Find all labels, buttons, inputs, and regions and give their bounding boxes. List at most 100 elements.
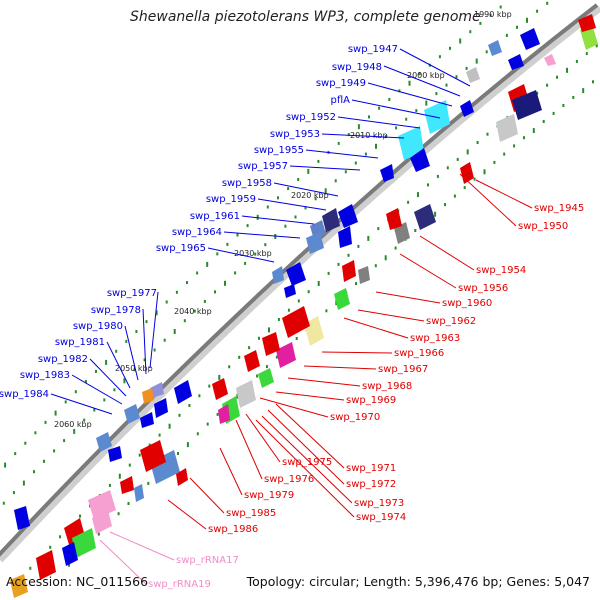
gene-cluster-d[interactable] — [284, 284, 296, 298]
gene-cluster-n[interactable] — [72, 528, 96, 558]
gene-label-left[interactable]: swp_1959 — [206, 194, 256, 205]
gene-swp-1973[interactable] — [212, 378, 228, 400]
gene-label-right[interactable]: swp_1960 — [442, 298, 492, 309]
gene-swp-1978[interactable] — [150, 382, 164, 398]
gene-label-left[interactable]: swp_1949 — [316, 78, 366, 89]
gene-label-left[interactable]: swp_1955 — [254, 145, 304, 156]
gene-label-right[interactable]: swp_1986 — [208, 524, 258, 535]
gene-swp-1962[interactable] — [334, 288, 350, 310]
gene-label-left[interactable]: swp_1984 — [0, 389, 49, 400]
gene-swp-1949[interactable] — [488, 40, 502, 56]
gene-cluster-f[interactable] — [14, 506, 30, 530]
gene-label-right[interactable]: swp_1971 — [346, 463, 396, 474]
gene-swp-1953[interactable] — [398, 126, 424, 160]
gene-swp-1984[interactable] — [96, 432, 112, 452]
gene-cluster-q[interactable] — [10, 574, 28, 598]
gene-label-right[interactable]: swp_1967 — [378, 364, 428, 375]
gene-label-left[interactable]: swp_1964 — [172, 227, 222, 238]
scale-tick — [357, 244, 360, 248]
gene-label-left[interactable]: swp_1980 — [73, 321, 123, 332]
gene-label-right[interactable]: swp_1968 — [362, 381, 412, 392]
gene-swp-1956[interactable] — [394, 222, 410, 244]
gene-label-left[interactable]: swp_1982 — [38, 354, 88, 365]
gene-swp-1976[interactable] — [218, 404, 230, 424]
gene-label-right[interactable]: swp_1966 — [394, 348, 444, 359]
gene-swp-rrna19[interactable] — [92, 510, 112, 534]
gene-swp-1975[interactable] — [140, 440, 166, 472]
gene-swp-1981[interactable] — [154, 398, 168, 418]
gene-label-right[interactable]: swp_1979 — [244, 490, 294, 501]
gene-swp-1947[interactable] — [520, 28, 540, 50]
gene-swp-1957[interactable] — [380, 164, 394, 182]
gene-swp-1966[interactable] — [282, 306, 310, 338]
gene-label-left[interactable]: swp_1978 — [91, 305, 141, 316]
gene-swp-1968[interactable] — [262, 332, 280, 356]
gene-label-right[interactable]: swp_1970 — [330, 412, 380, 423]
gene-label-left[interactable]: swp_1952 — [286, 112, 336, 123]
gene-cluster-m[interactable] — [342, 260, 356, 282]
gene-cluster-h[interactable] — [496, 114, 518, 142]
gene-cluster-a[interactable] — [466, 67, 480, 83]
gene-cluster-o[interactable] — [62, 542, 78, 566]
gene-label-right[interactable]: swp_1963 — [410, 333, 460, 344]
gene-label-left[interactable]: pflA — [331, 95, 351, 106]
gene-swp-1977[interactable] — [174, 380, 192, 404]
gene-label-right[interactable]: swp_1945 — [534, 203, 584, 214]
gene-swp-1955[interactable] — [410, 148, 430, 172]
gene-swp-1960[interactable] — [358, 266, 370, 284]
gene-swp-1970[interactable] — [244, 350, 260, 372]
gene-label-right[interactable]: swp_1972 — [346, 479, 396, 490]
gene-label-right[interactable]: swp_1956 — [458, 283, 508, 294]
gene-label-left[interactable]: swp_1957 — [238, 161, 288, 172]
gene-label-right[interactable]: swp_1974 — [356, 512, 406, 523]
gene-swp-1971[interactable] — [236, 380, 256, 408]
gene-swp-1982[interactable] — [140, 412, 154, 428]
gene-swp-1980[interactable] — [142, 388, 154, 404]
gene-swp-rrna17[interactable] — [88, 490, 116, 520]
gene-swp-1958[interactable] — [338, 204, 358, 228]
gene-label-left[interactable]: swp_1958 — [222, 178, 272, 189]
gene-swp-1983[interactable] — [124, 404, 140, 424]
scale-tick — [34, 431, 37, 435]
gene-label-left[interactable]: swp_1961 — [190, 211, 240, 222]
gene-label-right[interactable]: swp_1976 — [264, 474, 314, 485]
gene-swp-1965[interactable] — [306, 232, 324, 254]
accession-text: Accession: NC_011566 — [6, 574, 149, 589]
gene-cluster-j[interactable] — [578, 14, 596, 32]
gene-swp-1979[interactable] — [176, 468, 188, 486]
gene-cluster-e[interactable] — [108, 446, 122, 462]
gene-swp-1964[interactable] — [338, 226, 352, 248]
gene-label-left[interactable]: swp_1981 — [55, 337, 105, 348]
rrna-label[interactable]: swp_rRNA19 — [148, 579, 211, 590]
gene-swp-1967[interactable] — [276, 342, 296, 368]
gene-label-left[interactable]: swp_1953 — [270, 129, 320, 140]
gene-label-right[interactable]: swp_1950 — [518, 221, 568, 232]
rrna-label[interactable]: swp_rRNA17 — [176, 555, 239, 566]
gene-cluster-r[interactable] — [544, 54, 556, 66]
gene-cluster-c[interactable] — [272, 266, 284, 284]
gene-label-right[interactable]: swp_1975 — [282, 457, 332, 468]
gene-label-left[interactable]: swp_1965 — [156, 243, 206, 254]
gene-swp-1985[interactable] — [120, 476, 134, 494]
gene-cluster-l[interactable] — [386, 208, 402, 230]
gene-pfla[interactable] — [460, 100, 474, 117]
gene-swp-1969[interactable] — [258, 368, 274, 388]
gene-label-right[interactable]: swp_1954 — [476, 265, 526, 276]
gene-label-right[interactable]: swp_1962 — [426, 316, 476, 327]
gene-label-right[interactable]: swp_1969 — [346, 395, 396, 406]
gene-cluster-p[interactable] — [36, 550, 56, 580]
gene-label-left[interactable]: swp_1948 — [332, 62, 382, 73]
gene-swp-1954[interactable] — [414, 204, 436, 230]
scale-tick — [384, 255, 387, 261]
gene-label-left[interactable]: swp_1947 — [348, 44, 398, 55]
gene-label-left[interactable]: swp_1977 — [107, 288, 157, 299]
gene-cluster-k[interactable] — [460, 162, 474, 184]
gene-cluster-b[interactable] — [286, 262, 306, 286]
gene-cluster-g[interactable] — [134, 484, 144, 502]
gene-label-right[interactable]: swp_1985 — [226, 508, 276, 519]
gene-swp-1948[interactable] — [508, 54, 524, 70]
gene-swp-1950[interactable] — [512, 90, 542, 120]
gene-swp-1959[interactable] — [322, 208, 340, 232]
gene-label-left[interactable]: swp_1983 — [20, 370, 70, 381]
gene-label-right[interactable]: swp_1973 — [354, 498, 404, 509]
